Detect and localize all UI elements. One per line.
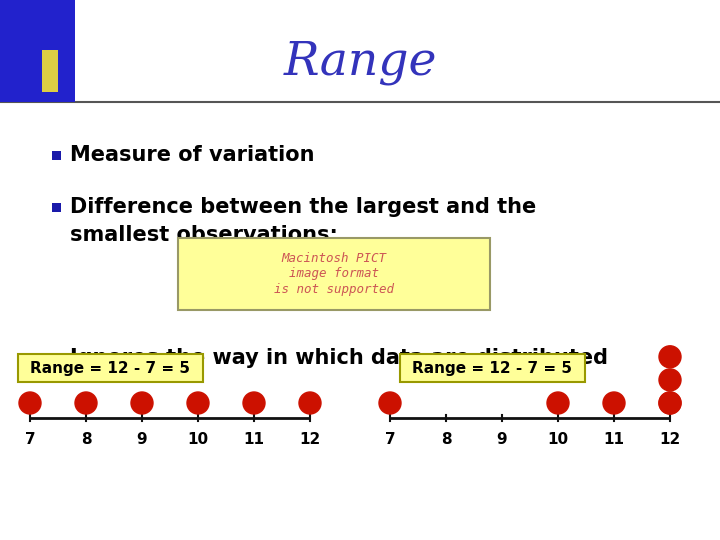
Text: 12: 12 bbox=[300, 432, 320, 447]
Bar bbox=[400, 354, 585, 382]
Circle shape bbox=[603, 392, 625, 414]
Text: 9: 9 bbox=[497, 432, 508, 447]
Circle shape bbox=[379, 392, 401, 414]
Text: 9: 9 bbox=[137, 432, 148, 447]
Circle shape bbox=[659, 392, 681, 414]
Text: Range: Range bbox=[283, 39, 437, 85]
Text: 8: 8 bbox=[441, 432, 451, 447]
Text: smallest observations:: smallest observations: bbox=[70, 225, 338, 245]
Text: 10: 10 bbox=[547, 432, 569, 447]
Circle shape bbox=[299, 392, 321, 414]
Circle shape bbox=[547, 392, 569, 414]
Circle shape bbox=[243, 392, 265, 414]
Bar bbox=[18, 354, 203, 382]
Bar bbox=[0, 0, 75, 102]
Text: Ignores the way in which data are distributed: Ignores the way in which data are distri… bbox=[70, 348, 608, 368]
Text: 12: 12 bbox=[660, 432, 680, 447]
Text: Measure of variation: Measure of variation bbox=[70, 145, 315, 165]
Circle shape bbox=[19, 392, 41, 414]
Circle shape bbox=[187, 392, 209, 414]
Circle shape bbox=[659, 369, 681, 391]
Circle shape bbox=[131, 392, 153, 414]
Text: 7: 7 bbox=[384, 432, 395, 447]
Circle shape bbox=[659, 392, 681, 414]
Text: Macintosh PICT
image format
is not supported: Macintosh PICT image format is not suppo… bbox=[274, 253, 394, 295]
Text: 11: 11 bbox=[603, 432, 624, 447]
Text: 7: 7 bbox=[24, 432, 35, 447]
Bar bbox=[42, 50, 58, 92]
Circle shape bbox=[75, 392, 97, 414]
Text: 8: 8 bbox=[81, 432, 91, 447]
Bar bbox=[178, 238, 490, 310]
Text: 11: 11 bbox=[243, 432, 264, 447]
Text: Range = 12 - 7 = 5: Range = 12 - 7 = 5 bbox=[30, 361, 191, 375]
Bar bbox=[52, 354, 61, 362]
Text: 10: 10 bbox=[187, 432, 209, 447]
Text: Range = 12 - 7 = 5: Range = 12 - 7 = 5 bbox=[413, 361, 572, 375]
Circle shape bbox=[659, 346, 681, 368]
Bar bbox=[52, 151, 61, 159]
Text: Difference between the largest and the: Difference between the largest and the bbox=[70, 197, 536, 217]
Bar bbox=[52, 202, 61, 212]
